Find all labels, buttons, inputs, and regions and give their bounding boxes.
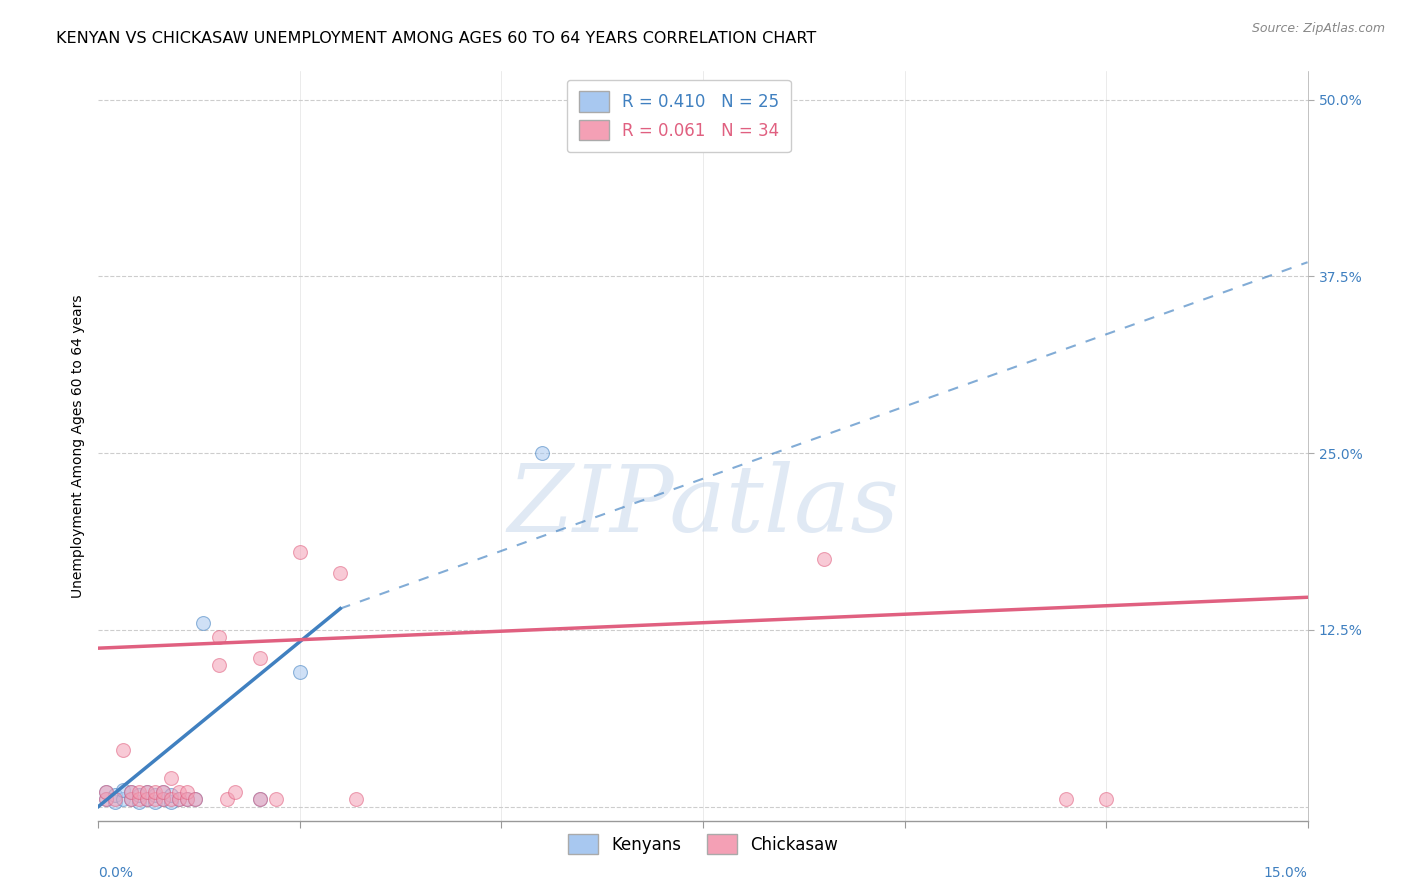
Point (103, 795, 125, 809)
Text: KENYAN VS CHICKASAW UNEMPLOYMENT AMONG AGES 60 TO 64 YEARS CORRELATION CHART: KENYAN VS CHICKASAW UNEMPLOYMENT AMONG A… (56, 31, 817, 46)
Point (167, 785, 190, 799)
Point (160, 795, 183, 809)
Point (249, 792, 271, 806)
Point (217, 792, 239, 806)
Point (813, 552, 835, 566)
Text: 15.0%: 15.0% (1264, 866, 1308, 880)
Point (120, 792, 142, 806)
Point (176, 792, 198, 806)
Point (135, 785, 157, 799)
Point (135, 792, 157, 806)
Point (128, 788, 150, 802)
Point (329, 566, 352, 581)
Point (208, 630, 231, 644)
Text: 0.0%: 0.0% (98, 866, 134, 880)
Point (167, 792, 190, 806)
Point (152, 792, 174, 806)
Point (224, 785, 246, 799)
Point (143, 795, 166, 809)
Point (160, 771, 183, 785)
Point (143, 785, 166, 799)
Point (176, 792, 198, 806)
Point (135, 785, 157, 799)
Point (288, 545, 311, 559)
Point (152, 785, 174, 799)
Point (288, 665, 311, 680)
Point (111, 792, 134, 806)
Point (1095, 792, 1118, 806)
Point (120, 785, 142, 799)
Point (167, 792, 190, 806)
Point (143, 792, 166, 806)
Point (128, 785, 150, 799)
Legend: Kenyans, Chickasaw: Kenyans, Chickasaw (561, 828, 845, 861)
Text: Source: ZipAtlas.com: Source: ZipAtlas.com (1251, 22, 1385, 36)
Point (96, 792, 118, 806)
Point (152, 785, 174, 799)
Point (264, 792, 287, 806)
Point (344, 792, 367, 806)
Point (143, 788, 166, 802)
Point (96, 792, 118, 806)
Point (120, 792, 142, 806)
Point (128, 795, 150, 809)
Point (160, 788, 183, 802)
Point (128, 792, 150, 806)
Point (103, 792, 125, 806)
Point (103, 788, 125, 802)
Point (111, 743, 134, 757)
Point (208, 658, 231, 673)
Point (135, 792, 157, 806)
Point (530, 446, 553, 460)
Text: ZIPatlas: ZIPatlas (508, 461, 898, 551)
Point (160, 792, 183, 806)
Point (184, 792, 207, 806)
Point (120, 785, 142, 799)
Point (111, 782, 134, 797)
Point (96, 785, 118, 799)
Point (176, 785, 198, 799)
Y-axis label: Unemployment Among Ages 60 to 64 years: Unemployment Among Ages 60 to 64 years (70, 294, 84, 598)
Point (193, 615, 215, 630)
Point (1054, 792, 1077, 806)
Point (249, 651, 271, 665)
Point (152, 792, 174, 806)
Point (96, 785, 118, 799)
Point (249, 792, 271, 806)
Point (184, 792, 207, 806)
